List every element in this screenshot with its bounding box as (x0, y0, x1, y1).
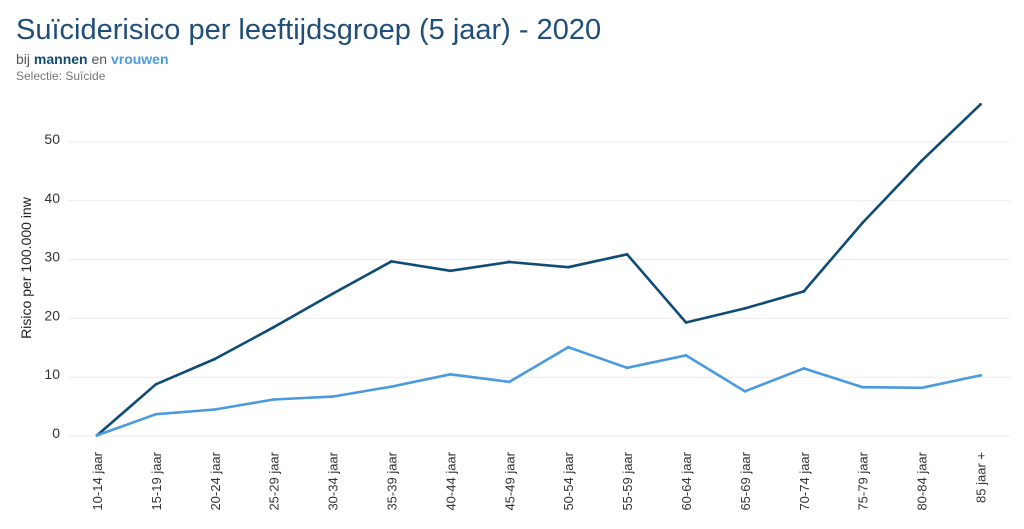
data-point-mannen (213, 357, 217, 361)
x-tick-label: 65-69 jaar (738, 451, 753, 510)
chart-title: Suïciderisico per leeftijdsgroep (5 jaar… (16, 14, 602, 46)
y-tick-label: 20 (44, 307, 60, 323)
x-tick-label: 60-64 jaar (679, 451, 694, 510)
x-tick-label: 80-84 jaar (915, 451, 930, 510)
data-point-vrouwen (979, 374, 982, 377)
x-tick-label: 75-79 jaar (856, 451, 871, 510)
x-tick-label: 20-24 jaar (208, 451, 223, 510)
data-point-mannen (272, 325, 276, 329)
data-point-mannen (684, 321, 688, 324)
data-point-vrouwen (213, 408, 217, 411)
data-point-vrouwen (802, 366, 806, 370)
x-tick-label: 85 jaar + (974, 452, 989, 503)
x-tick-label: 30-34 jaar (326, 451, 341, 510)
y-axis-label: Risico per 100.000 inw (18, 196, 34, 339)
y-tick-label: 10 (44, 366, 60, 382)
data-point-vrouwen (390, 385, 393, 389)
y-tick-label: 50 (44, 131, 60, 147)
y-tick-label: 40 (44, 190, 60, 206)
data-point-vrouwen (684, 354, 688, 357)
x-tick-label: 10-14 jaar (90, 451, 105, 510)
x-tick-label: 70-74 jaar (797, 451, 812, 510)
series-line-vrouwen (95, 345, 982, 437)
data-point-vrouwen (449, 372, 452, 376)
data-point-mannen (861, 221, 865, 224)
data-point-mannen (507, 260, 511, 264)
subtitle-joiner: en (91, 51, 108, 67)
data-point-vrouwen (331, 395, 334, 399)
data-point-mannen (154, 382, 158, 386)
data-point-mannen (802, 289, 806, 293)
x-tick-label: 15-19 jaar (149, 451, 164, 510)
data-point-vrouwen (272, 398, 276, 401)
data-point-vrouwen (507, 380, 511, 384)
series-line-mannen (95, 103, 982, 437)
data-point-vrouwen (154, 412, 158, 416)
data-point-mannen (920, 159, 923, 163)
y-tick-label: 30 (44, 249, 60, 265)
data-point-vrouwen (625, 366, 629, 370)
y-tick-label: 0 (52, 425, 60, 441)
subtitle-prefix: bij (16, 51, 31, 67)
data-point-vrouwen (920, 386, 923, 390)
x-tick-label: 35-39 jaar (385, 451, 400, 510)
data-point-vrouwen (95, 434, 99, 437)
x-tick-label: 45-49 jaar (502, 451, 517, 510)
x-tick-label: 55-59 jaar (620, 451, 635, 510)
x-tick-label: 25-29 jaar (267, 451, 282, 510)
x-tick-label: 40-44 jaar (443, 451, 458, 510)
data-point-mannen (331, 292, 334, 296)
selection-label: Selectie: Suïcide (16, 69, 106, 83)
data-point-mannen (743, 307, 747, 310)
data-point-mannen (449, 269, 452, 273)
chart-subtitle: bij mannen en vrouwen (16, 51, 169, 67)
legend-vrouwen: vrouwen (110, 51, 169, 67)
x-tick-label: 50-54 jaar (561, 451, 576, 510)
data-point-mannen (390, 259, 393, 263)
data-point-vrouwen (566, 345, 570, 349)
data-point-mannen (566, 265, 570, 269)
data-point-vrouwen (743, 389, 747, 393)
data-point-mannen (625, 252, 629, 256)
data-point-vrouwen (861, 385, 865, 389)
legend-mannen: mannen (33, 51, 88, 67)
data-point-mannen (979, 102, 982, 106)
